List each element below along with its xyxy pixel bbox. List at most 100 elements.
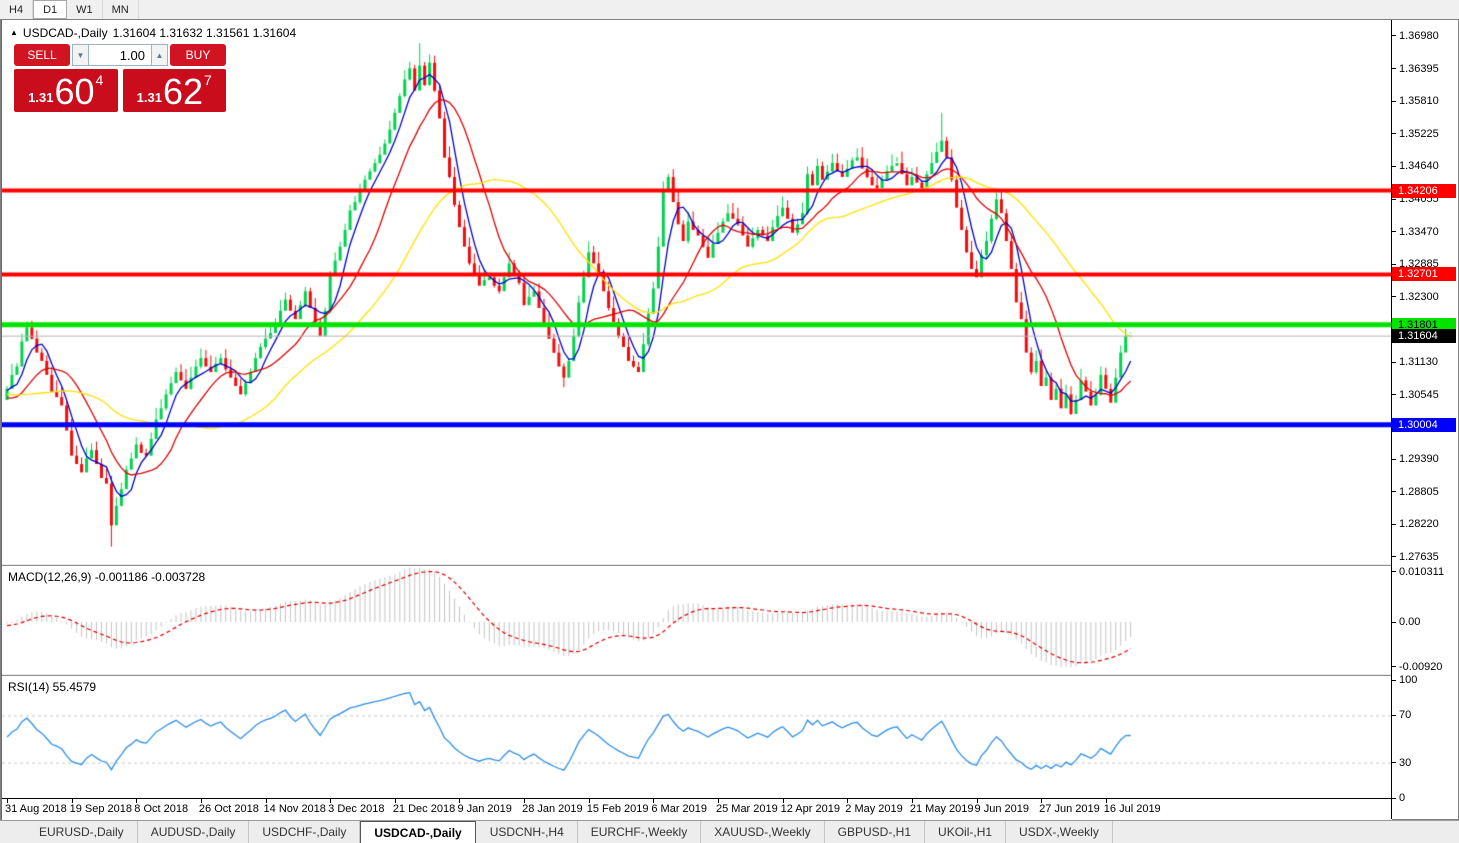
chart-tab-audusd-daily[interactable]: AUDUSD-,Daily [138,821,250,843]
date-tick [136,799,138,803]
volume-increase-icon[interactable]: ▲ [151,44,168,66]
date-label: 25 Mar 2019 [715,803,778,815]
chart-tab-usdcad-daily[interactable]: USDCAD-,Daily [360,821,476,843]
volume-decrease-icon[interactable]: ▼ [72,44,89,66]
rsi-label: RSI(14) 55.4579 [8,680,97,694]
date-tick [782,799,784,803]
price-tick: 1.27635 [1392,550,1439,564]
macd-tick: 0.010311 [1392,565,1444,579]
price-tick: 1.31130 [1392,355,1438,369]
price-axis[interactable]: 1.36980 1.36395 1.35810 1.35225 1.34640 1.340… [1391,20,1458,819]
rsi-tick: 0 [1392,791,1405,805]
date-label: 26 Oct 2018 [198,803,259,815]
rsi-tick: 100 [1392,673,1417,687]
price-tick: 1.28220 [1392,517,1439,531]
chart-window: ▲ USDCAD-,Daily 1.31604 1.31632 1.31561 … [0,19,1459,820]
sell-price-box[interactable]: 1.31 60 4 [14,69,118,112]
date-tick [976,799,978,803]
rsi-tick: 30 [1392,756,1411,770]
date-tick [653,799,655,803]
one-click-trading-panel: SELL ▼ 1.00 ▲ BUY 1.31 60 4 [14,44,226,112]
date-label: 19 Sep 2018 [69,803,133,815]
chart-tab-eurchf-weekly[interactable]: EURCHF-,Weekly [578,821,702,843]
timeframe-button-mn[interactable]: MN [102,0,139,19]
macd-label: MACD(12,26,9) -0.001186 -0.003728 [8,570,206,584]
date-tick [1041,799,1043,803]
date-label: 12 Apr 2019 [780,803,840,815]
date-tick [1105,799,1107,803]
timeframe-button-h4[interactable]: H4 [0,0,34,19]
price-tick: 1.29390 [1392,452,1439,466]
rsi-tick: 70 [1392,708,1411,722]
date-axis[interactable]: 31 Aug 2018 19 Sep 2018 8 Oct 2018 26 Oct 2… [2,798,1392,820]
date-label: 16 Jul 2019 [1103,803,1161,815]
timeframe-button-d1[interactable]: D1 [33,0,68,19]
date-tick [588,799,590,803]
panel-splitter[interactable] [2,563,1392,566]
date-tick [265,799,267,803]
date-tick [524,799,526,803]
hline-price-badge: 1.31801 [1392,317,1456,332]
date-label: 27 Jun 2019 [1039,803,1100,815]
date-label: 9 Jun 2019 [974,803,1029,815]
price-chart-canvas[interactable] [2,20,1392,563]
date-label: 6 Mar 2019 [651,803,708,815]
sell-button[interactable]: SELL [14,44,70,66]
price-tick: 1.36980 [1392,29,1439,43]
buy-price-pip-digit: 7 [204,72,212,88]
price-tick: 1.32885 [1392,257,1439,271]
date-label: 3 Dec 2018 [328,803,385,815]
macd-indicator-panel: MACD(12,26,9) -0.001186 -0.003728 [2,566,1392,673]
hline-price-badge: 1.34206 [1392,183,1456,198]
macd-tick: 0.00 [1392,615,1420,629]
price-tick: 1.28805 [1392,485,1439,499]
macd-tick: -0.00920 [1392,660,1442,674]
date-tick [200,799,202,803]
chart-tab-ukoil-h1[interactable]: UKOil-,H1 [925,821,1007,843]
date-tick [7,799,8,803]
hline-price-badge: 1.32701 [1392,267,1456,282]
price-chart-panel: ▲ USDCAD-,Daily 1.31604 1.31632 1.31561 … [2,20,1392,563]
chart-tab-xauusd-weekly[interactable]: XAUUSD-,Weekly [701,821,825,843]
rsi-canvas[interactable] [2,676,1392,800]
date-tick [911,799,913,803]
panel-splitter[interactable] [2,673,1392,676]
date-tick [717,799,719,803]
buy-price-box[interactable]: 1.31 62 7 [122,69,226,112]
date-label: 2 May 2019 [845,803,903,815]
date-label: 14 Nov 2018 [263,803,326,815]
date-tick [394,799,396,803]
date-label: 21 Dec 2018 [392,803,456,815]
price-tick: 1.32300 [1392,290,1439,304]
chart-tab-gbpusd-h1[interactable]: GBPUSD-,H1 [825,821,926,843]
volume-stepper: ▼ 1.00 ▲ [72,44,168,66]
chart-title: ▲ USDCAD-,Daily 1.31604 1.31632 1.31561 … [10,26,296,40]
one-click-panel-toggle-icon[interactable]: ▲ [10,28,18,37]
date-label: 9 Jan 2019 [457,803,512,815]
chart-tab-bar: EURUSD-,Daily AUDUSD-,Daily USDCHF-,Daily U… [0,820,1459,843]
chart-tab-usdx-weekly[interactable]: USDX-,Weekly [1006,821,1113,843]
chart-tab-usdcnh-h4[interactable]: USDCNH-,H4 [477,821,578,843]
chart-symbol-label: USDCAD-,Daily [22,26,108,40]
chart-tab-eurusd-daily[interactable]: EURUSD-,Daily [26,821,138,843]
date-label: 15 Feb 2019 [586,803,649,815]
date-label: 31 Aug 2018 [5,803,67,815]
volume-input[interactable]: 1.00 [89,44,151,66]
price-tick: 1.36395 [1392,62,1439,76]
macd-canvas[interactable] [2,566,1392,673]
chart-panels: ▲ USDCAD-,Daily 1.31604 1.31632 1.31561 … [1,20,1392,820]
buy-price-prefix: 1.31 [136,90,162,105]
price-tick: 1.30545 [1392,388,1439,402]
date-tick [459,799,461,803]
buy-button[interactable]: BUY [170,44,226,66]
sell-price-prefix: 1.31 [28,90,54,105]
chart-tab-usdchf-daily[interactable]: USDCHF-,Daily [249,821,361,843]
date-label: 28 Jan 2019 [522,803,583,815]
rsi-indicator-panel: RSI(14) 55.4579 [2,676,1392,800]
price-tick: 1.33470 [1392,225,1439,239]
timeframe-button-w1[interactable]: W1 [67,0,103,19]
sell-price-big-digits: 60 [54,71,95,112]
date-tick [847,799,849,803]
price-tick: 1.34640 [1392,159,1439,173]
